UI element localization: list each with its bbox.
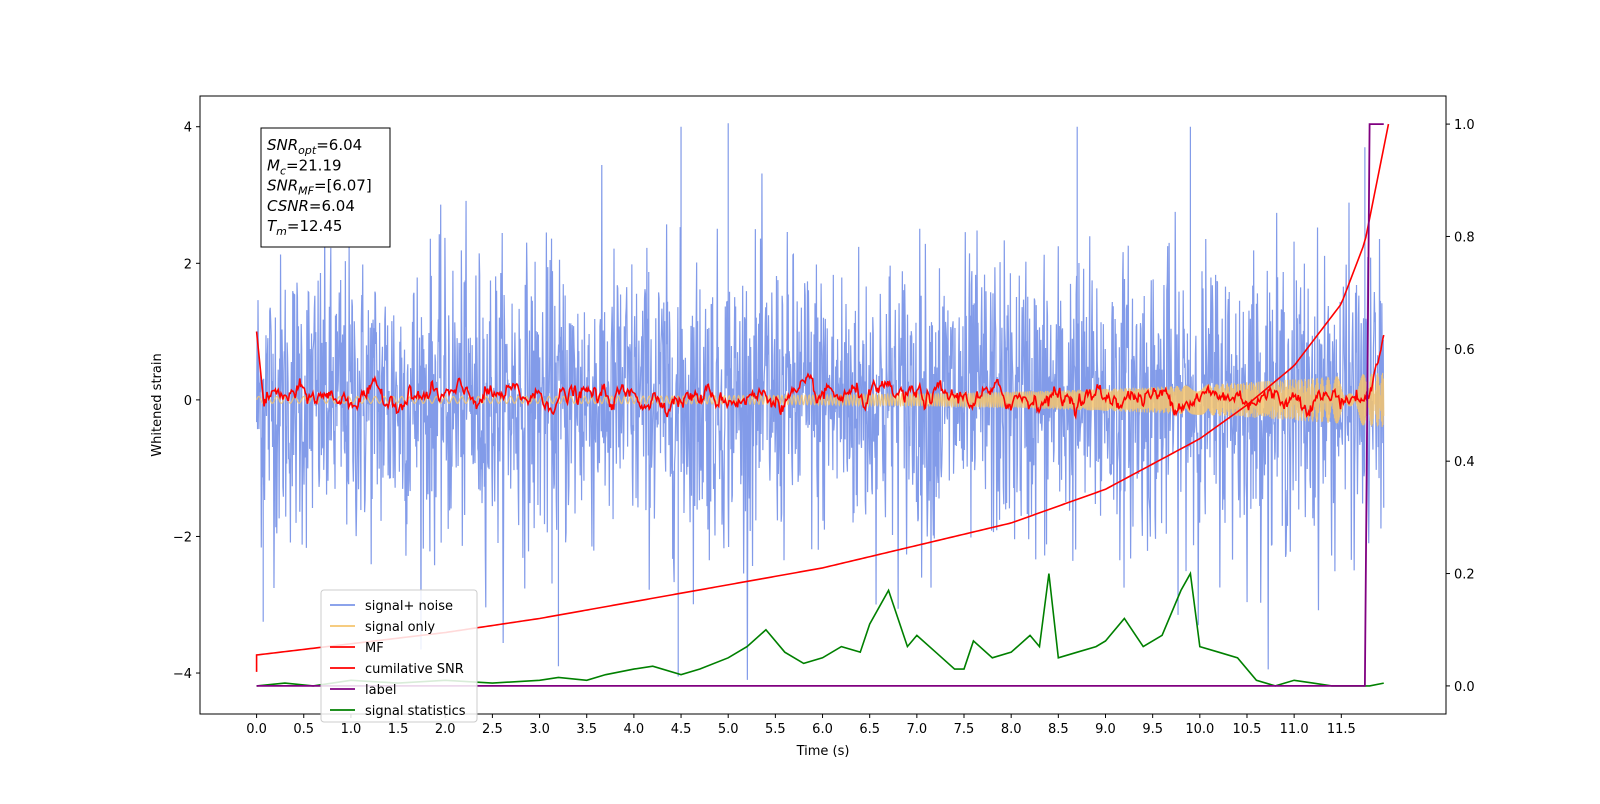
stats-box-frame: [260, 127, 391, 248]
stats-line: CSNR=6.04: [267, 197, 355, 215]
legend-entry-label: signal+ noise: [365, 599, 453, 614]
x-tick-label: 3.0: [529, 722, 550, 737]
legend-entry-label: MF: [365, 641, 384, 656]
x-tick-label: 6.0: [812, 722, 833, 737]
series-signal-statistics-line: [256, 571, 1384, 687]
x-tick-label: 8.0: [1001, 722, 1022, 737]
y-left-tick-label: −2: [173, 530, 192, 545]
series-signal-only-line: [256, 372, 1385, 427]
y-left-tick-label: −4: [173, 667, 192, 682]
y-axis-label: Whitened strain: [150, 353, 165, 456]
y-left-tick-label: 2: [184, 257, 192, 272]
y-left-tick-label: 4: [184, 121, 192, 136]
legend-entry-label: signal only: [365, 620, 435, 635]
y-right-tick-label: 0.4: [1454, 455, 1475, 470]
ticks-layer: 0.0 0.5 1.0 1.5 2.0 2.5 3.0 3.5 4.0 4.5 5.0 5.5 6.0 6…: [173, 118, 1475, 737]
x-tick-label: 9.0: [1095, 722, 1116, 737]
x-axis-label: Time (s): [796, 744, 850, 759]
x-tick-label: 7.5: [954, 722, 975, 737]
x-tick-label: 10.5: [1233, 722, 1262, 737]
x-tick-label: 11.0: [1280, 722, 1309, 737]
x-tick-label: 6.5: [859, 722, 880, 737]
x-tick-label: 2.5: [482, 722, 503, 737]
stats-line: Mc=21.19: [267, 156, 342, 177]
legend-entry-label: cumilative SNR: [365, 662, 464, 677]
x-tick-label: 4.0: [624, 722, 645, 737]
x-tick-label: 0.5: [293, 722, 314, 737]
series-label-line: [256, 123, 1384, 687]
stats-annotation-box: SNRopt=6.04Mc=21.19SNRMF=[6.07]CSNR=6.04…: [260, 127, 391, 248]
x-tick-label: 4.5: [671, 722, 692, 737]
x-tick-label: 5.0: [718, 722, 739, 737]
x-tick-label: 1.5: [388, 722, 409, 737]
y-right-tick-label: 1.0: [1454, 118, 1475, 133]
y-left-tick-label: 0: [184, 394, 192, 409]
x-tick-label: 1.0: [341, 722, 362, 737]
legend-frame: [320, 589, 478, 723]
stats-line: Tm=12.45: [267, 217, 342, 238]
legend-entry-label: signal statistics: [365, 704, 466, 719]
y-right-tick-label: 0.2: [1454, 568, 1475, 583]
series-layer: [255, 123, 1390, 687]
x-tick-label: 3.5: [576, 722, 597, 737]
x-tick-label: 10.0: [1185, 722, 1214, 737]
plot-area: [255, 123, 1390, 687]
x-tick-label: 5.5: [765, 722, 786, 737]
x-tick-label: 11.5: [1327, 722, 1356, 737]
y-right-tick-label: 0.6: [1454, 343, 1475, 358]
y-right-tick-label: 0.8: [1454, 230, 1475, 245]
series-signal-noise-line: [255, 123, 1385, 680]
stats-line: SNRopt=6.04: [267, 136, 362, 157]
x-tick-label: 9.5: [1142, 722, 1163, 737]
legend-entry-label: label: [365, 683, 396, 698]
x-tick-label: 2.0: [435, 722, 456, 737]
x-tick-label: 7.0: [907, 722, 928, 737]
x-tick-label: 8.5: [1048, 722, 1069, 737]
x-tick-label: 0.0: [246, 722, 267, 737]
y-right-tick-label: 0.0: [1454, 680, 1475, 695]
legend: signal+ noise signal only MF cumilative SNR…: [320, 589, 478, 723]
series-mf-line: [255, 331, 1385, 420]
stats-line: SNRMF=[6.07]: [267, 177, 372, 198]
